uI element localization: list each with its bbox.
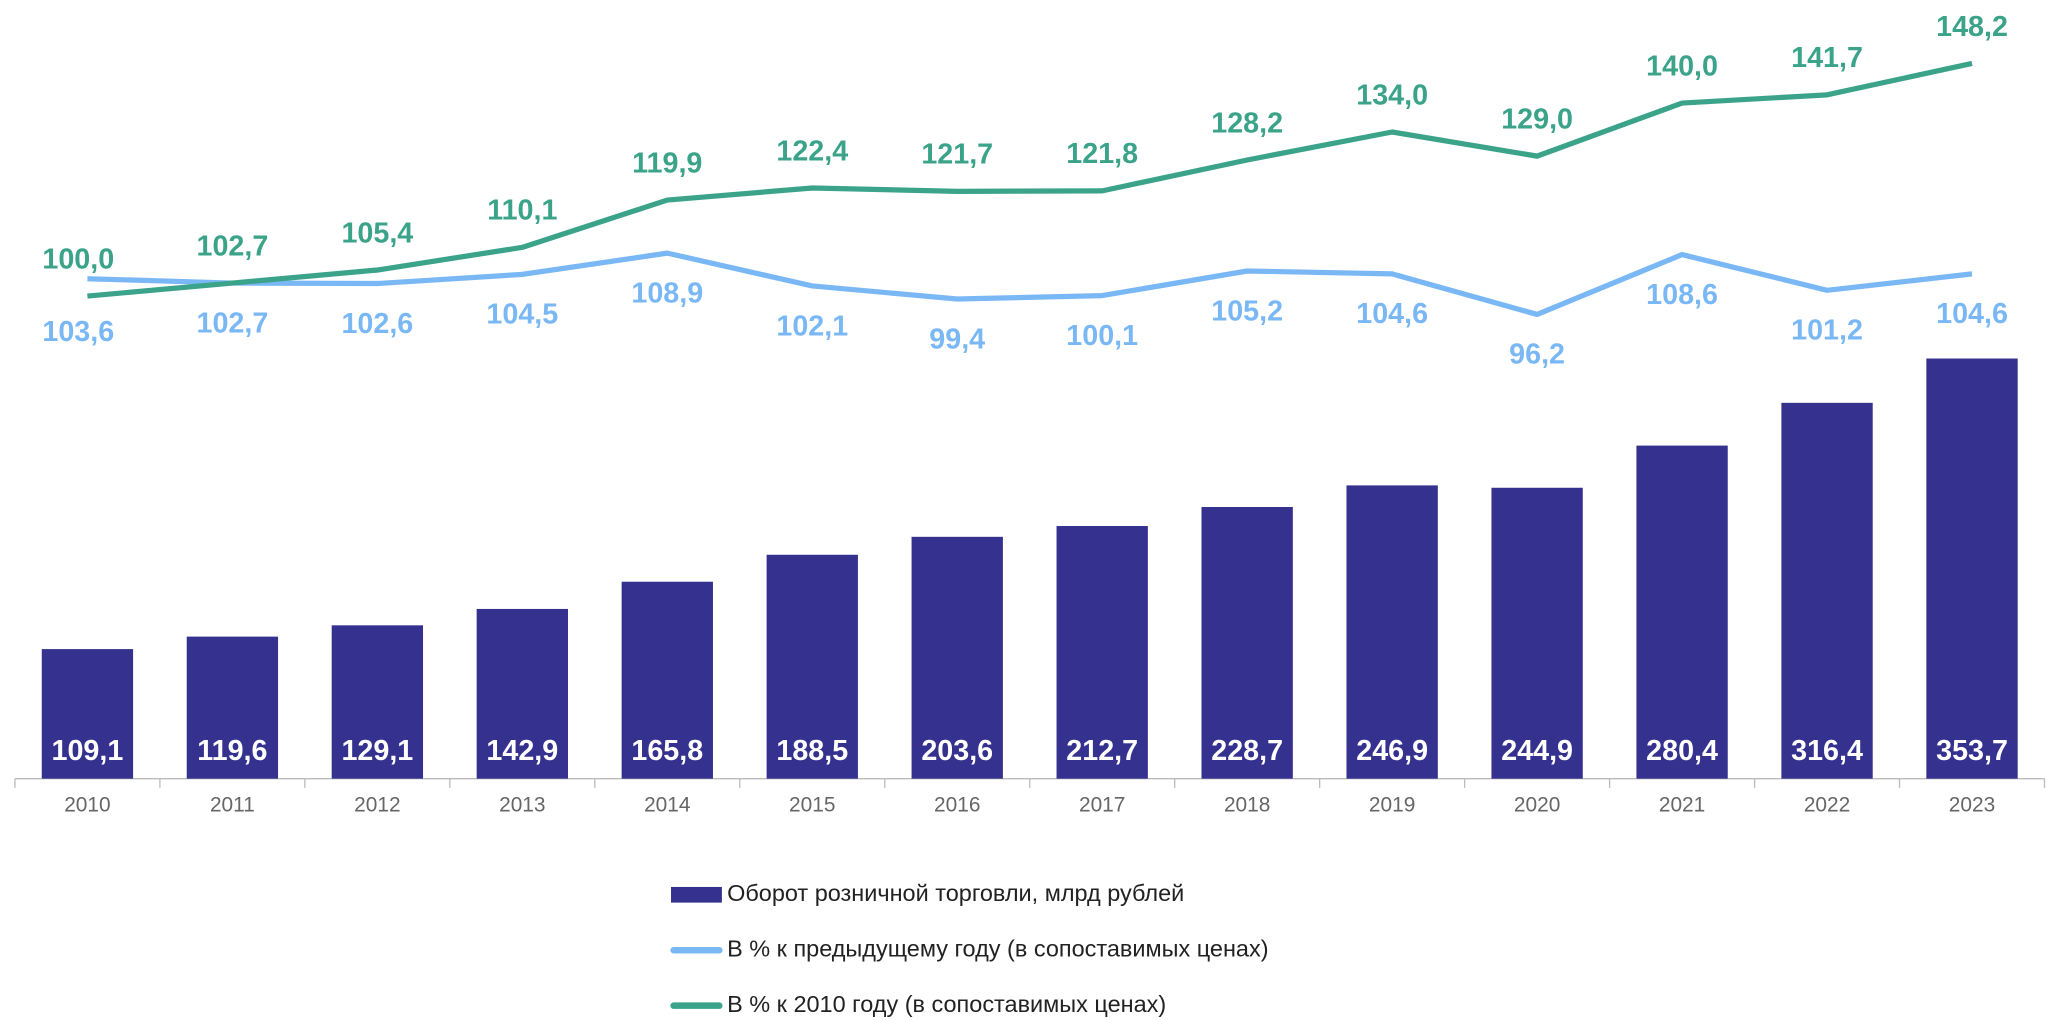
line-label: 102,6	[341, 308, 413, 340]
x-tick-label: 2020	[1514, 794, 1560, 817]
line-label: 96,2	[1509, 339, 1565, 371]
line-label: 108,6	[1646, 279, 1718, 311]
bar	[1201, 507, 1293, 779]
line-label: 119,9	[632, 147, 702, 179]
line-label: 122,4	[776, 135, 848, 167]
bar-label: 244,9	[1501, 735, 1573, 767]
bar	[331, 625, 424, 779]
line-label: 129,0	[1501, 103, 1573, 135]
bar	[621, 581, 713, 779]
line-label: 140,0	[1646, 50, 1718, 82]
bar	[476, 608, 568, 779]
line-label: 105,4	[341, 217, 413, 249]
line-label: 105,2	[1211, 295, 1283, 327]
bar	[1781, 402, 1873, 779]
bar-label: 142,9	[486, 735, 558, 767]
bar-label: 119,6	[197, 735, 267, 767]
line-label: 121,8	[1066, 138, 1138, 170]
x-tick-label: 2014	[644, 794, 690, 817]
bar-label: 212,7	[1066, 735, 1138, 767]
line	[87, 250, 1973, 318]
line-label: 101,2	[1791, 315, 1863, 347]
bar	[766, 554, 858, 779]
legend-label: Оборот розничной торговли, млрд рублей	[727, 880, 1184, 906]
x-tick-label: 2018	[1224, 794, 1270, 817]
line-label: 102,7	[196, 230, 268, 262]
line-label: 121,7	[921, 139, 993, 171]
x-tick-label: 2015	[789, 794, 835, 817]
bar-label: 109,1	[52, 735, 124, 767]
bar-label: 129,1	[341, 735, 413, 767]
bar	[1636, 445, 1728, 779]
line-label: 100,1	[1066, 320, 1138, 352]
x-tick-label: 2011	[210, 794, 255, 817]
line-label: 104,5	[486, 299, 558, 331]
x-tick-label: 2021	[1659, 794, 1705, 817]
bar	[1346, 485, 1438, 779]
bar	[911, 536, 1003, 779]
x-tick-label: 2019	[1369, 794, 1415, 817]
bar-label: 188,5	[776, 735, 848, 767]
x-tick-label: 2013	[499, 794, 545, 817]
line-label: 102,7	[196, 307, 268, 339]
bar	[186, 636, 279, 779]
bar	[1056, 526, 1148, 779]
line	[87, 60, 1973, 299]
line-label: 110,1	[487, 195, 557, 227]
bar-label: 316,4	[1791, 735, 1863, 767]
line-label: 100,0	[42, 243, 114, 275]
bar-label: 228,7	[1211, 735, 1283, 767]
line-label: 134,0	[1356, 79, 1428, 111]
line-label: 108,9	[631, 277, 703, 309]
line-label: 103,6	[42, 316, 114, 348]
line-label: 99,4	[929, 323, 985, 355]
line-label: 148,2	[1936, 11, 2008, 43]
line-label: 128,2	[1211, 107, 1283, 139]
bar	[1926, 358, 2018, 779]
line-label: 141,7	[1791, 42, 1863, 74]
line-label: 104,6	[1356, 298, 1428, 330]
x-tick-label: 2023	[1949, 794, 1995, 817]
bar	[1491, 487, 1583, 779]
legend-label: В % к 2010 году (в сопоставимых ценах)	[727, 991, 1166, 1017]
bar-label: 353,7	[1936, 735, 2008, 767]
x-tick-label: 2012	[354, 794, 400, 817]
legend-swatch	[671, 886, 722, 903]
x-tick-label: 2016	[934, 794, 980, 817]
bar-label: 165,8	[631, 735, 703, 767]
bar-label: 246,9	[1356, 735, 1428, 767]
x-tick-label: 2022	[1804, 794, 1850, 817]
x-tick-label: 2010	[64, 794, 110, 817]
line-label: 104,6	[1936, 298, 2008, 330]
line-label: 102,1	[776, 310, 848, 342]
bar-label: 280,4	[1646, 735, 1718, 767]
legend-label: В % к предыдущему году (в сопоставимых ц…	[727, 935, 1268, 961]
x-tick-label: 2017	[1079, 794, 1125, 817]
bar-label: 203,6	[921, 735, 993, 767]
bar	[41, 649, 134, 779]
